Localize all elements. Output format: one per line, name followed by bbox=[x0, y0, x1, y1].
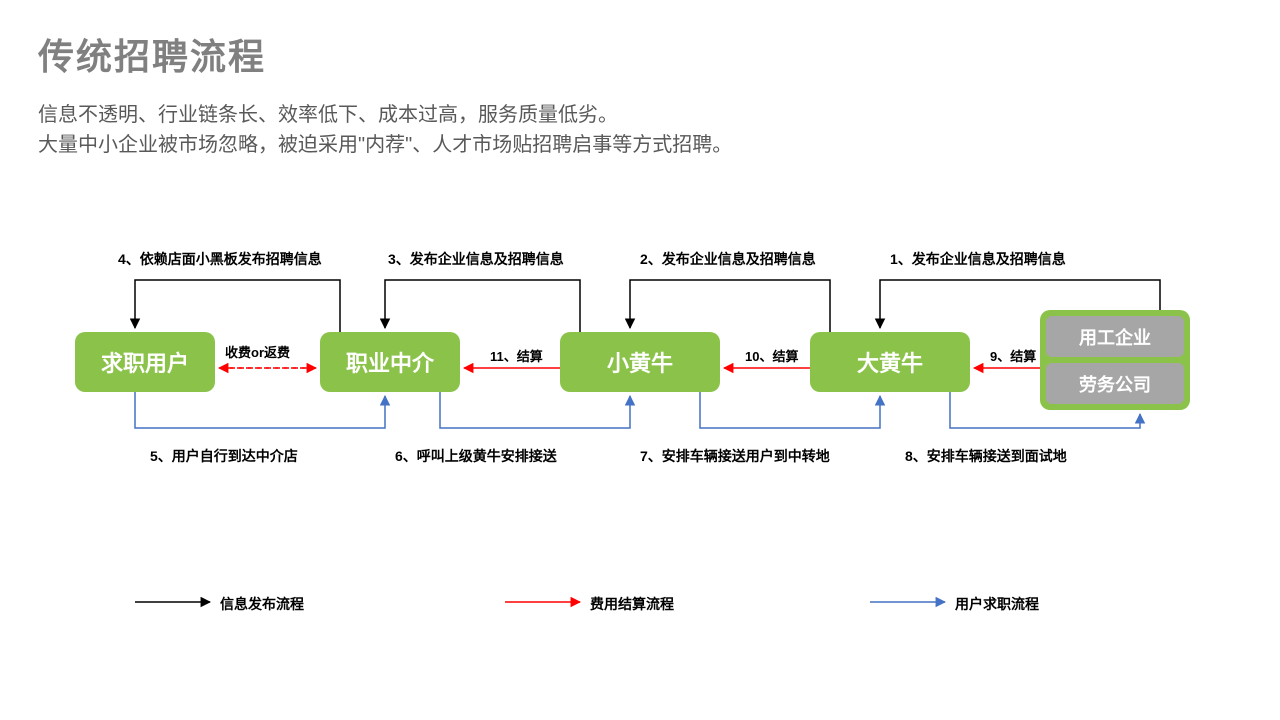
top-label-3: 3、发布企业信息及招聘信息 bbox=[388, 249, 564, 269]
node-big-broker: 大黄牛 bbox=[810, 332, 970, 392]
legend-fee-flow: 费用结算流程 bbox=[590, 594, 674, 614]
bottom-label-6: 6、呼叫上级黄牛安排接送 bbox=[395, 446, 557, 466]
subnode-label: 用工企业 bbox=[1079, 324, 1151, 350]
node-label: 小黄牛 bbox=[607, 346, 673, 378]
legend-user-flow: 用户求职流程 bbox=[955, 594, 1039, 614]
mid-label-10: 10、结算 bbox=[745, 346, 798, 365]
node-small-broker: 小黄牛 bbox=[560, 332, 720, 392]
node-jobseeker: 求职用户 bbox=[75, 332, 215, 392]
subnode-enterprise: 用工企业 bbox=[1046, 316, 1184, 357]
mid-label-9: 9、结算 bbox=[990, 346, 1036, 365]
node-enterprise-container: 用工企业 劳务公司 bbox=[1040, 310, 1190, 410]
top-label-1: 1、发布企业信息及招聘信息 bbox=[890, 249, 1066, 269]
mid-label-11: 11、结算 bbox=[490, 346, 543, 365]
bottom-label-7: 7、安排车辆接送用户到中转地 bbox=[640, 446, 830, 466]
top-label-4: 4、依赖店面小黑板发布招聘信息 bbox=[118, 249, 322, 269]
bottom-label-8: 8、安排车辆接送到面试地 bbox=[905, 446, 1067, 466]
node-label: 大黄牛 bbox=[857, 346, 923, 378]
subnode-labor-company: 劳务公司 bbox=[1046, 363, 1184, 404]
node-label: 职业中介 bbox=[346, 346, 434, 378]
subnode-label: 劳务公司 bbox=[1079, 371, 1151, 397]
node-label: 求职用户 bbox=[101, 346, 189, 378]
top-label-2: 2、发布企业信息及招聘信息 bbox=[640, 249, 816, 269]
legend-info-flow: 信息发布流程 bbox=[220, 594, 304, 614]
bottom-label-5: 5、用户自行到达中介店 bbox=[150, 446, 298, 466]
flow-diagram: 求职用户 职业中介 小黄牛 大黄牛 用工企业 劳务公司 4、依赖店面小黑板发布招… bbox=[0, 0, 1280, 720]
node-agency: 职业中介 bbox=[320, 332, 460, 392]
mid-label-fee: 收费or返费 bbox=[225, 342, 290, 361]
